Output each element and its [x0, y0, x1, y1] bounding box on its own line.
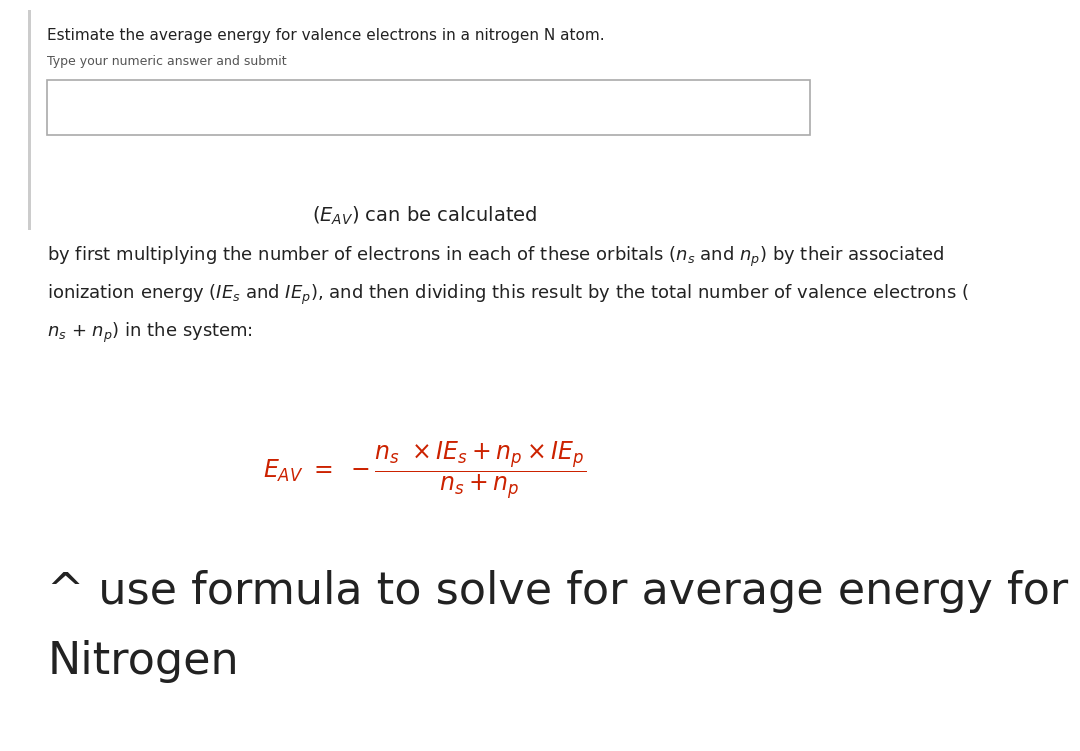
- FancyBboxPatch shape: [28, 10, 31, 230]
- Text: $(E_{AV})$ can be calculated: $(E_{AV})$ can be calculated: [312, 205, 538, 228]
- Text: ionization energy ($\mathit{IE_s}$ and $\mathit{IE_p}$), and then dividing this : ionization energy ($\mathit{IE_s}$ and $…: [48, 283, 969, 307]
- Text: $\mathbf{\mathit{n_s}}$ + $\mathbf{\mathit{n_p}}$) in the system:: $\mathbf{\mathit{n_s}}$ + $\mathbf{\math…: [48, 321, 253, 345]
- Text: by first multiplying the number of electrons in each of these orbitals ($\mathbf: by first multiplying the number of elect…: [48, 245, 944, 269]
- Text: Type your numeric answer and submit: Type your numeric answer and submit: [48, 55, 287, 68]
- FancyBboxPatch shape: [48, 80, 810, 135]
- Text: $\mathit{E}_{AV}\ =\ -\dfrac{n_s\ \times IE_s + n_p \times IE_p}{n_s + n_p}$: $\mathit{E}_{AV}\ =\ -\dfrac{n_s\ \times…: [264, 439, 586, 501]
- Text: ^ use formula to solve for average energy for: ^ use formula to solve for average energ…: [48, 570, 1068, 613]
- Text: Nitrogen: Nitrogen: [48, 640, 239, 683]
- Text: Estimate the average energy for valence electrons in a nitrogen N atom.: Estimate the average energy for valence …: [48, 28, 605, 43]
